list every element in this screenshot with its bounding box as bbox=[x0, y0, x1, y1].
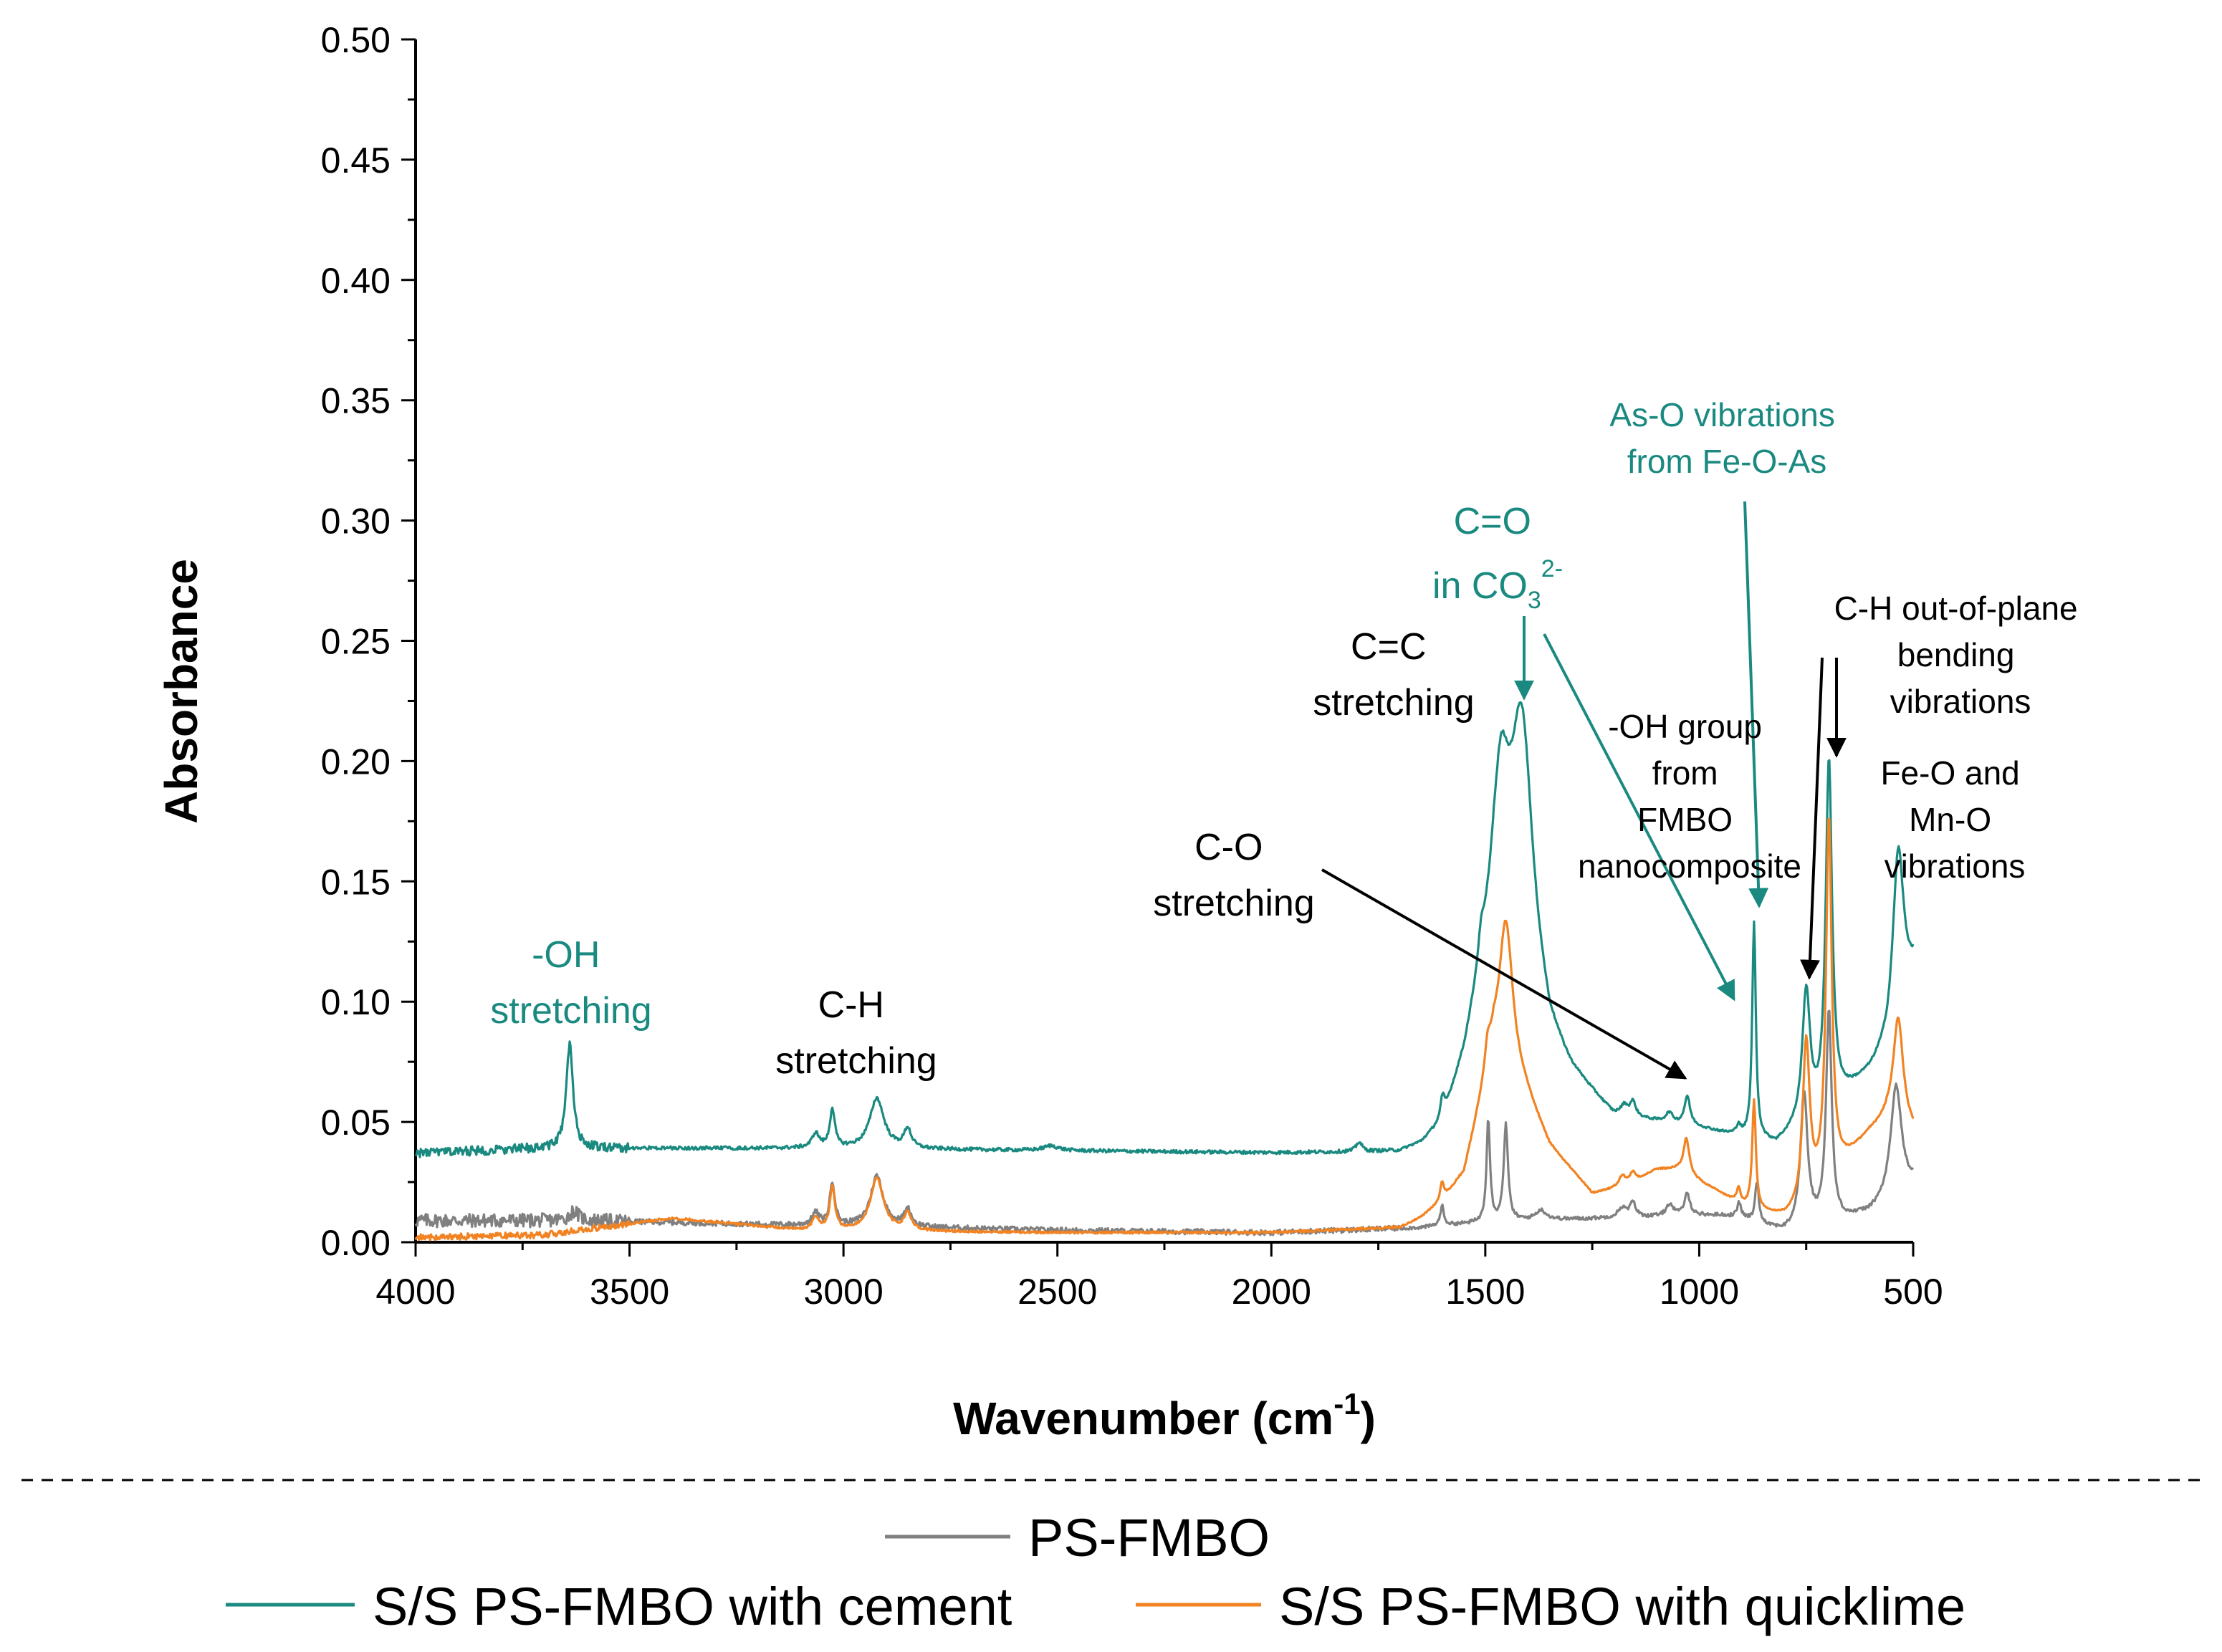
legend: PS-FMBO S/S PS-FMBO with cement S/S PS-F… bbox=[226, 1508, 1965, 1636]
legend-item-cement: S/S PS-FMBO with cement bbox=[226, 1577, 1012, 1636]
annotation-labels: -OH stretching C-H stretching C=C stretc… bbox=[490, 396, 2087, 1082]
x-tick-label: 4000 bbox=[375, 1272, 455, 1312]
y-tick-label: 0.50 bbox=[321, 20, 391, 60]
y-tick-label: 0.00 bbox=[321, 1223, 391, 1263]
series-line-0 bbox=[414, 1009, 1915, 1236]
label-as-o: As-O vibrations from Fe-O-As bbox=[1609, 396, 1844, 480]
axes: 0.00 0.05 0.10 0.15 0.20 0.25 0.30 0.35 0.40 0.45… bbox=[321, 20, 1943, 1312]
x-tick-label: 1000 bbox=[1660, 1272, 1739, 1312]
label-ch-oop: C-H out-of-plane bending vibrations bbox=[1834, 590, 2087, 720]
label-co-carbonate: C=O in CO32- bbox=[1432, 501, 1563, 614]
y-tick-label: 0.10 bbox=[321, 982, 391, 1022]
legend-item-ps-fmbo: PS-FMBO bbox=[885, 1508, 1270, 1567]
legend-label: PS-FMBO bbox=[1028, 1508, 1270, 1567]
y-tick-label: 0.40 bbox=[321, 261, 391, 301]
x-tick-label: 2500 bbox=[1017, 1272, 1097, 1312]
arrow-co-stretching bbox=[1321, 868, 1687, 1080]
annotation-arrows bbox=[1321, 501, 1847, 1080]
arrow-co-carbonate-oh bbox=[1543, 633, 1735, 1002]
y-tick-label: 0.45 bbox=[321, 140, 391, 181]
x-tick-label: 3500 bbox=[590, 1272, 669, 1312]
label-cc-stretching: C=C stretching bbox=[1313, 626, 1474, 724]
x-tick-label: 500 bbox=[1883, 1272, 1943, 1312]
y-tick-label: 0.15 bbox=[321, 862, 391, 902]
y-axis-title: Absorbance bbox=[155, 559, 207, 824]
x-ticks: 4000 3500 3000 2500 2000 1500 1000 500 bbox=[375, 1242, 1943, 1312]
y-tick-label: 0.05 bbox=[321, 1103, 391, 1143]
series-line-1 bbox=[414, 701, 1915, 1158]
legend-label: S/S PS-FMBO with quicklime bbox=[1279, 1577, 1965, 1636]
y-tick-label: 0.25 bbox=[321, 622, 391, 662]
y-tick-label: 0.35 bbox=[321, 381, 391, 421]
series-line-2 bbox=[414, 817, 1915, 1242]
series-layer bbox=[414, 701, 1915, 1242]
label-oh-group: -OH group from FMBO nanocomposite bbox=[1578, 708, 1801, 885]
x-tick-label: 3000 bbox=[804, 1272, 883, 1312]
label-feo-mno: Fe-O and Mn-O vibrations bbox=[1880, 754, 2029, 885]
label-oh-stretching: -OH stretching bbox=[490, 934, 651, 1032]
label-ch-stretching: C-H stretching bbox=[775, 984, 937, 1082]
x-tick-label: 1500 bbox=[1445, 1272, 1525, 1312]
x-axis-title: Wavenumber (cm-1) bbox=[953, 1387, 1376, 1444]
arrow-ch-oop-left bbox=[1800, 657, 1824, 980]
y-tick-label: 0.20 bbox=[321, 741, 391, 782]
x-tick-label: 2000 bbox=[1232, 1272, 1311, 1312]
arrow-as-o bbox=[1743, 501, 1769, 908]
label-co-stretching: C-O stretching bbox=[1153, 827, 1314, 924]
y-ticks: 0.00 0.05 0.10 0.15 0.20 0.25 0.30 0.35 0.40 0.45… bbox=[321, 20, 416, 1263]
y-tick-label: 0.30 bbox=[321, 501, 391, 542]
legend-item-quicklime: S/S PS-FMBO with quicklime bbox=[1136, 1577, 1965, 1636]
legend-label: S/S PS-FMBO with cement bbox=[373, 1577, 1012, 1636]
